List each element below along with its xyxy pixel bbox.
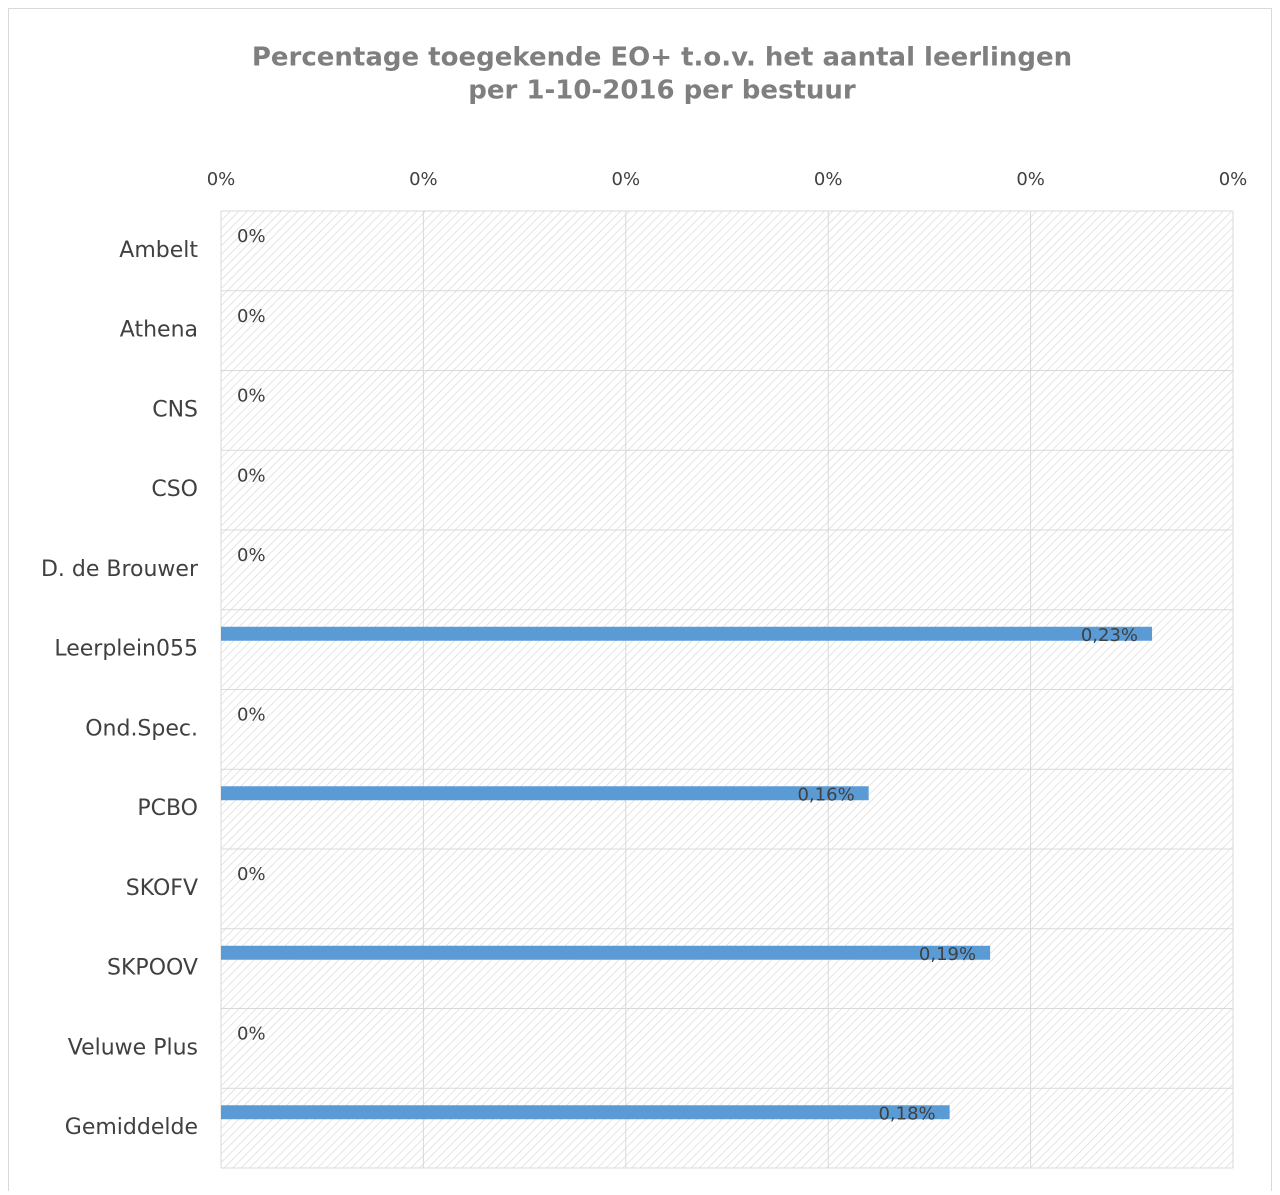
- bar: [221, 786, 869, 801]
- y-tick-label: PCBO: [137, 796, 198, 821]
- data-label: 0%: [237, 864, 266, 885]
- x-tick-label: 0%: [814, 169, 843, 190]
- x-tick-label: 0%: [1016, 169, 1045, 190]
- chart-title: per 1-10-2016 per bestuur: [468, 76, 856, 106]
- bar: [221, 1105, 950, 1120]
- data-label: 0%: [237, 386, 266, 407]
- data-label: 0,19%: [919, 944, 976, 965]
- y-tick-label: Leerplein055: [54, 637, 198, 662]
- data-label: 0,16%: [797, 784, 854, 805]
- x-tick-label: 0%: [409, 169, 438, 190]
- y-tick-label: SKPOOV: [107, 956, 198, 981]
- y-tick-label: Ambelt: [119, 238, 198, 263]
- y-tick-label: CNS: [152, 397, 198, 422]
- bar: [221, 945, 991, 960]
- bar: [221, 626, 1153, 641]
- data-label: 0,23%: [1081, 625, 1138, 646]
- y-tick-label: Athena: [120, 318, 198, 343]
- y-tick-label: D. de Brouwer: [41, 557, 199, 582]
- data-label: 0%: [237, 545, 266, 566]
- y-tick-label: Ond.Spec.: [85, 716, 198, 741]
- data-label: 0%: [237, 705, 266, 726]
- y-tick-label: SKOFV: [126, 876, 198, 901]
- x-tick-label: 0%: [612, 169, 641, 190]
- data-label: 0%: [237, 306, 266, 327]
- x-tick-label: 0%: [207, 169, 236, 190]
- data-label: 0%: [237, 465, 266, 486]
- x-tick-label: 0%: [1219, 169, 1248, 190]
- y-tick-label: CSO: [151, 477, 198, 502]
- y-tick-label: Gemiddelde: [65, 1115, 198, 1140]
- chart-title: Percentage toegekende EO+ t.o.v. het aan…: [252, 43, 1072, 73]
- data-label: 0,18%: [878, 1103, 935, 1124]
- y-tick-label: Veluwe Plus: [68, 1035, 198, 1060]
- data-label: 0%: [237, 226, 266, 247]
- data-label: 0%: [237, 1024, 266, 1045]
